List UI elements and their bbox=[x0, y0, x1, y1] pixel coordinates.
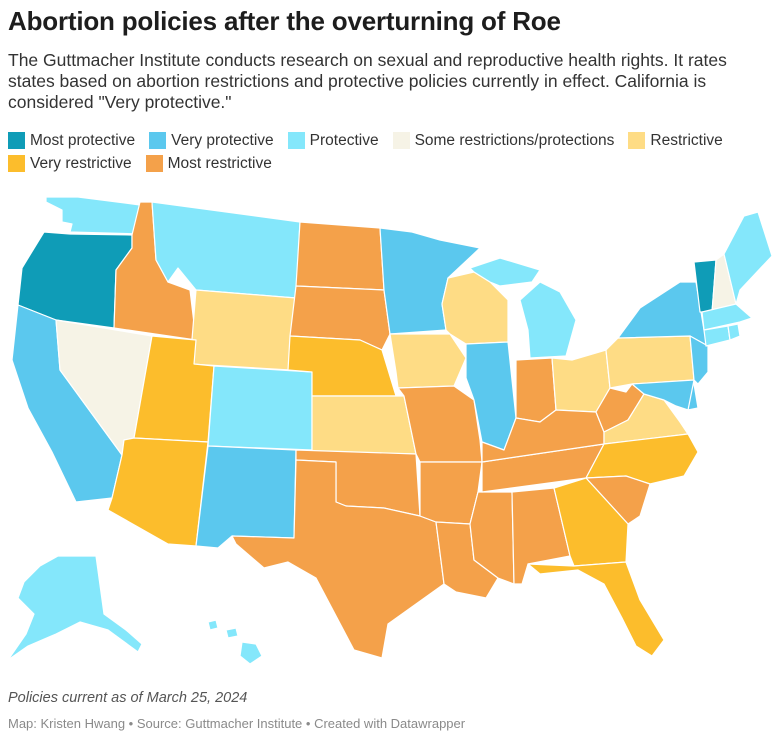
legend-item-most-restrictive: Most restrictive bbox=[145, 154, 272, 173]
footnote: Policies current as of March 25, 2024 bbox=[8, 690, 248, 706]
legend-label-some-restrictions: Some restrictions/protections bbox=[414, 131, 615, 149]
state-kansas bbox=[311, 395, 417, 455]
state-new-york bbox=[617, 281, 709, 347]
state-rhode-island bbox=[727, 323, 741, 341]
state-montana bbox=[151, 201, 301, 299]
legend-swatch-restrictive bbox=[628, 132, 646, 149]
state-hawaii-big-island bbox=[239, 641, 263, 665]
state-new-jersey bbox=[689, 335, 709, 385]
state-kentucky bbox=[481, 409, 605, 463]
state-pennsylvania bbox=[605, 335, 695, 389]
state-wyoming bbox=[189, 289, 297, 371]
legend-swatch-very-restrictive bbox=[8, 155, 25, 172]
state-colorado bbox=[207, 365, 313, 451]
state-connecticut bbox=[703, 325, 731, 347]
legend-label-very-protective: Very protective bbox=[171, 131, 274, 149]
state-michigan bbox=[519, 281, 577, 359]
state-indiana bbox=[515, 357, 557, 423]
state-arizona bbox=[107, 437, 209, 547]
state-texas bbox=[231, 459, 445, 659]
state-michigan-upper bbox=[469, 257, 541, 287]
legend-label-most-restrictive: Most restrictive bbox=[167, 154, 272, 172]
state-massachusetts bbox=[701, 303, 753, 331]
legend-swatch-most-restrictive bbox=[145, 155, 163, 172]
state-washington bbox=[45, 196, 141, 235]
legend-label-most-protective: Most protective bbox=[30, 131, 136, 149]
map-title: Abortion policies after the overturning … bbox=[8, 6, 561, 36]
state-florida bbox=[527, 561, 665, 657]
legend-row: Very restrictive Most restrictive bbox=[8, 152, 778, 175]
legend-item-very-protective: Very protective bbox=[149, 132, 274, 150]
legend-row: Most protective Very protective Protecti… bbox=[8, 129, 778, 152]
legend-label-protective: Protective bbox=[309, 131, 379, 149]
legend-item-some-restrictions: Some restrictions/protections bbox=[392, 131, 615, 150]
state-hawaii-oahu bbox=[207, 619, 219, 631]
credit-line: Map: Kristen Hwang • Source: Guttmacher … bbox=[8, 716, 466, 731]
legend-label-restrictive: Restrictive bbox=[650, 131, 723, 149]
state-hawaii-maui bbox=[225, 627, 239, 639]
state-iowa bbox=[389, 333, 467, 389]
map-description: The Guttmacher Institute conducts resear… bbox=[8, 50, 727, 112]
state-new-mexico bbox=[195, 445, 297, 549]
legend-item-protective: Protective bbox=[287, 131, 379, 150]
legend-swatch-most-protective bbox=[8, 132, 25, 149]
state-alaska bbox=[7, 555, 143, 661]
legend: Most protective Very protective Protecti… bbox=[8, 129, 778, 175]
legend-swatch-some-restrictions bbox=[392, 132, 410, 149]
state-maryland bbox=[631, 379, 695, 411]
state-maine bbox=[723, 211, 773, 305]
legend-item-very-restrictive: Very restrictive bbox=[8, 155, 132, 173]
legend-label-very-restrictive: Very restrictive bbox=[30, 154, 132, 172]
legend-item-restrictive: Restrictive bbox=[628, 131, 723, 150]
legend-swatch-very-protective bbox=[149, 132, 167, 149]
legend-item-most-protective: Most protective bbox=[8, 132, 135, 150]
us-states-map bbox=[7, 196, 773, 665]
state-north-dakota bbox=[295, 221, 385, 291]
legend-swatch-protective bbox=[287, 132, 305, 149]
